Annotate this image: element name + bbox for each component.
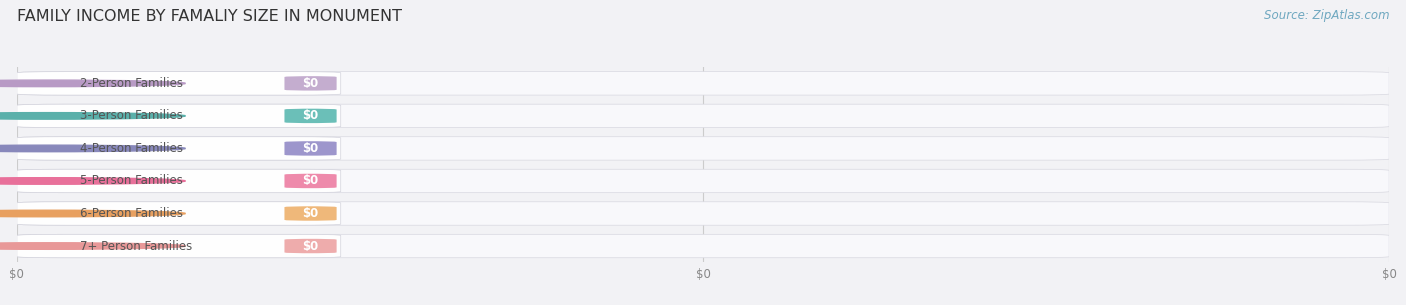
FancyBboxPatch shape xyxy=(284,109,336,123)
FancyBboxPatch shape xyxy=(17,72,1389,95)
FancyBboxPatch shape xyxy=(17,202,1389,225)
Text: $0: $0 xyxy=(302,239,319,253)
Circle shape xyxy=(0,113,186,119)
FancyBboxPatch shape xyxy=(17,104,1389,127)
Text: 4-Person Families: 4-Person Families xyxy=(80,142,183,155)
Circle shape xyxy=(0,243,186,249)
Text: 6-Person Families: 6-Person Families xyxy=(80,207,183,220)
FancyBboxPatch shape xyxy=(284,76,336,91)
Text: $0: $0 xyxy=(302,207,319,220)
Text: 5-Person Families: 5-Person Families xyxy=(80,174,183,188)
FancyBboxPatch shape xyxy=(17,104,340,127)
FancyBboxPatch shape xyxy=(17,234,1389,258)
FancyBboxPatch shape xyxy=(17,202,340,225)
Text: $0: $0 xyxy=(302,77,319,90)
FancyBboxPatch shape xyxy=(17,137,340,160)
FancyBboxPatch shape xyxy=(284,239,336,253)
FancyBboxPatch shape xyxy=(17,169,340,193)
Text: 3-Person Families: 3-Person Families xyxy=(80,109,183,122)
FancyBboxPatch shape xyxy=(284,206,336,221)
Circle shape xyxy=(0,210,186,217)
Text: $0: $0 xyxy=(302,174,319,188)
FancyBboxPatch shape xyxy=(17,72,340,95)
FancyBboxPatch shape xyxy=(284,174,336,188)
FancyBboxPatch shape xyxy=(17,137,1389,160)
Circle shape xyxy=(0,178,186,184)
FancyBboxPatch shape xyxy=(284,141,336,156)
FancyBboxPatch shape xyxy=(17,169,1389,193)
Text: $0: $0 xyxy=(302,109,319,122)
Circle shape xyxy=(0,80,186,87)
Text: 7+ Person Families: 7+ Person Families xyxy=(80,239,193,253)
Text: $0: $0 xyxy=(302,142,319,155)
Text: Source: ZipAtlas.com: Source: ZipAtlas.com xyxy=(1264,9,1389,22)
Circle shape xyxy=(0,145,186,152)
Text: 2-Person Families: 2-Person Families xyxy=(80,77,183,90)
Text: FAMILY INCOME BY FAMALIY SIZE IN MONUMENT: FAMILY INCOME BY FAMALIY SIZE IN MONUMEN… xyxy=(17,9,402,24)
FancyBboxPatch shape xyxy=(17,234,340,258)
